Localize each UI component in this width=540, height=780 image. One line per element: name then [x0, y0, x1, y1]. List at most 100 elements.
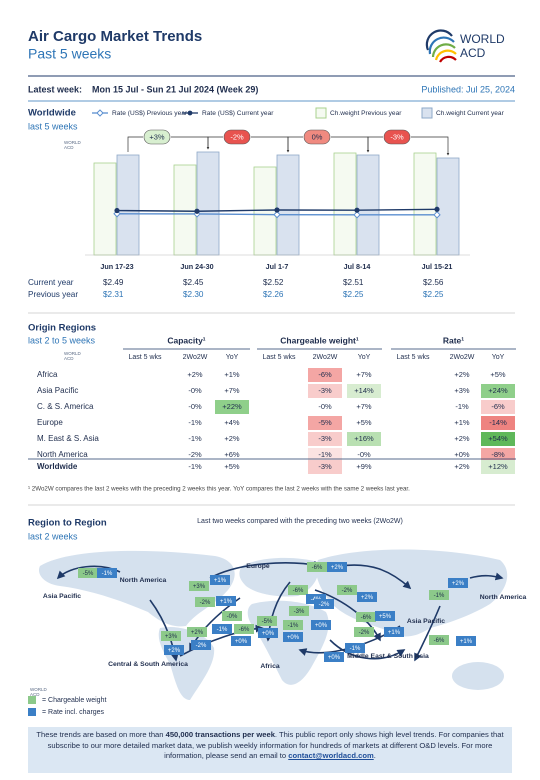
change-badge [337, 585, 357, 595]
change-label: +0% [328, 655, 341, 661]
bar [173, 164, 197, 256]
change-label: -2% [342, 588, 353, 594]
change-badge [327, 562, 347, 572]
change-label: -2% [230, 132, 244, 141]
region-label: Central & South America [108, 661, 188, 668]
cell-value: +24% [488, 386, 508, 395]
published: Published: Jul 25, 2024 [421, 84, 515, 94]
change-badge [345, 643, 365, 653]
change-badge [78, 568, 98, 578]
column-header: YoY [492, 354, 505, 361]
cell-value: -3% [318, 434, 332, 443]
x-tick-label: Jul 1-7 [266, 262, 289, 271]
change-label: -2% [196, 643, 207, 649]
change-badge [303, 129, 331, 145]
cell-value: +2% [187, 370, 203, 379]
change-badge [216, 596, 236, 606]
rate-point [353, 211, 361, 219]
rate-value: $2.56 [423, 278, 444, 287]
bar [276, 154, 300, 256]
change-badge [143, 129, 171, 145]
row-label: Europe [37, 418, 63, 427]
cell-value: +7% [356, 370, 372, 379]
change-label: +0% [262, 631, 275, 637]
group-header: Capacity¹ [167, 335, 205, 345]
cell-value: +7% [224, 386, 240, 395]
change-label: +3% [165, 634, 178, 640]
change-label: -3% [390, 132, 404, 141]
logo-mark: ACD [64, 356, 74, 361]
change-badge [375, 611, 395, 621]
row-label: Africa [37, 370, 58, 379]
change-label: -1% [350, 646, 361, 652]
cell-value: +16% [354, 434, 374, 443]
cell-value: +9% [356, 462, 372, 471]
cell-value: +6% [224, 450, 240, 459]
change-badge [212, 624, 232, 634]
row-label: M. East & S. Asia [37, 434, 99, 443]
rate-point [274, 207, 280, 213]
change-badge [258, 628, 278, 638]
logo-mark: ACD [30, 692, 40, 697]
rate-value: $2.49 [103, 278, 124, 287]
bar [93, 162, 117, 256]
cell-value: +4% [224, 418, 240, 427]
rate-value: $2.51 [343, 278, 364, 287]
email-link[interactable]: contact@worldacd.com [288, 751, 374, 760]
cell-value: +2% [454, 462, 470, 471]
cell-value: -3% [318, 386, 332, 395]
cell-value: +1% [224, 370, 240, 379]
change-label: -6% [434, 638, 445, 644]
change-badge [164, 645, 184, 655]
change-label: +2% [168, 648, 181, 654]
bar [413, 152, 437, 256]
week-label: Latest week: [28, 84, 82, 94]
change-label: -5% [83, 571, 94, 577]
x-tick-label: Jun 17-23 [100, 262, 133, 271]
change-label: +2% [361, 595, 374, 601]
legend-label: Ch.weight Current year [436, 110, 505, 117]
cell-value: +54% [488, 434, 508, 443]
cell-value: -0% [188, 402, 202, 411]
legend-marker [96, 109, 104, 117]
cell-value: -6% [318, 370, 332, 379]
column-header: YoY [226, 354, 239, 361]
change-label: -1% [434, 593, 445, 599]
change-badge [257, 616, 277, 626]
change-badge [234, 624, 254, 634]
cell-highlight [481, 460, 515, 474]
footnote: ¹ 2Wo2W compares the last 2 weeks with t… [28, 486, 410, 493]
cell-highlight [308, 432, 342, 446]
cell-value: +7% [356, 402, 372, 411]
region-label: North America [120, 577, 167, 584]
change-label: +1% [220, 599, 233, 605]
rate-point [434, 206, 440, 212]
change-label: -6% [312, 565, 323, 571]
change-label: -1% [217, 627, 228, 633]
change-label: +0% [287, 635, 300, 641]
change-label: +2% [331, 565, 344, 571]
change-label: +1% [214, 578, 227, 584]
bar [356, 154, 380, 256]
rate-value: $2.25 [343, 290, 364, 299]
change-label: +5% [379, 614, 392, 620]
footer-text: . [373, 751, 376, 760]
change-badge [357, 592, 377, 602]
cell-value: -1% [318, 450, 332, 459]
bar [116, 154, 140, 256]
change-badge [195, 597, 215, 607]
cell-highlight [308, 416, 342, 430]
section-subtitle: last 2 to 5 weeks [28, 335, 96, 345]
change-badge [283, 632, 303, 642]
x-tick-label: Jun 24-30 [180, 262, 213, 271]
change-label: 0% [312, 132, 323, 141]
region-label: Asia Pacific [407, 618, 445, 625]
title: Air Cargo Market Trends [28, 28, 202, 45]
cell-highlight [481, 448, 515, 462]
logo: WORLD ACD [425, 29, 505, 63]
rate-point [273, 210, 281, 219]
change-badge [288, 585, 308, 595]
change-label: -6% [361, 615, 372, 621]
logo-text: WORLD [460, 32, 505, 46]
